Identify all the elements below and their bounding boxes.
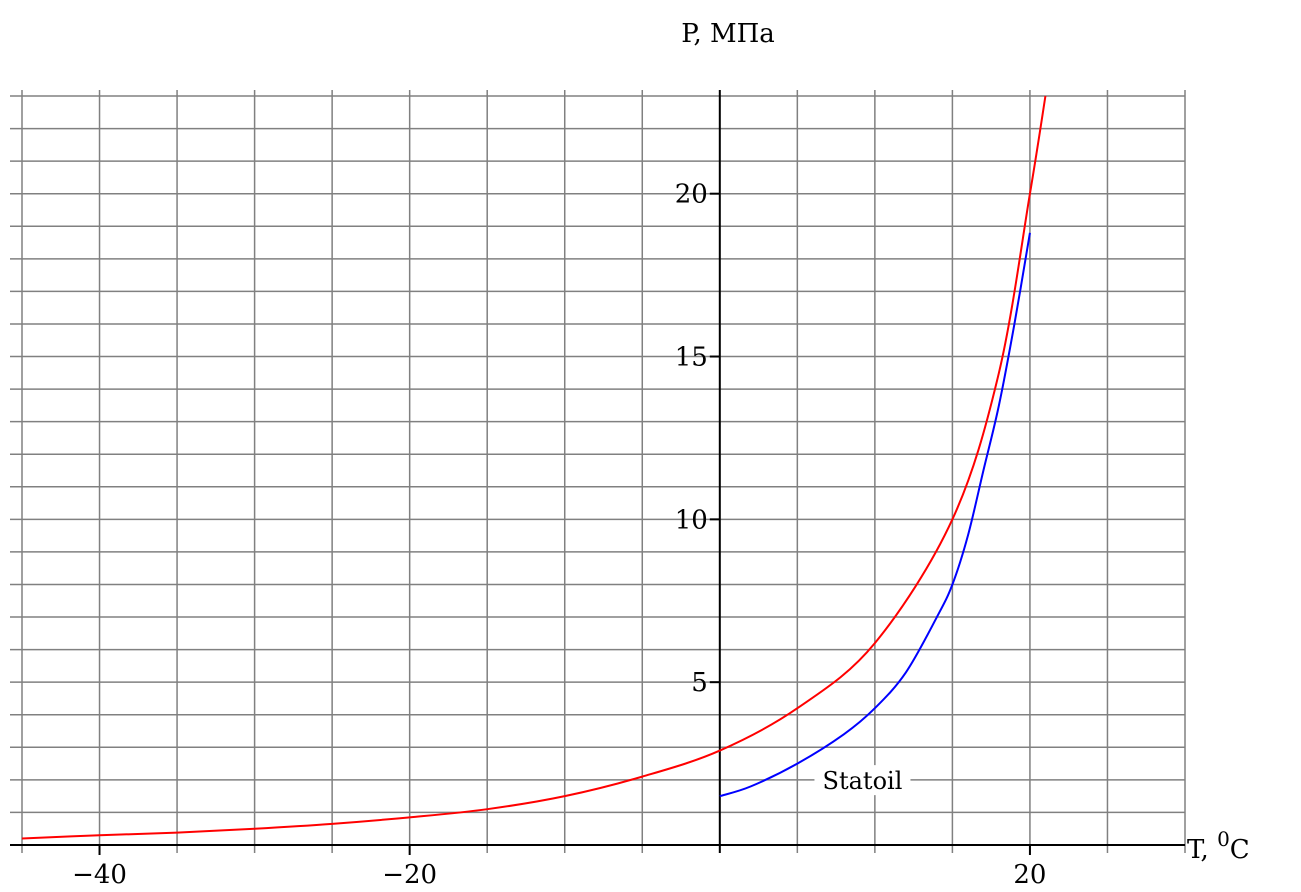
x-axis-title-text: T,: [1187, 835, 1217, 865]
annotation-statoil: Statoil: [823, 767, 903, 795]
y-axis-title: P, МПа: [681, 19, 775, 49]
x-axis-title-unit: C: [1230, 835, 1250, 865]
series-lines: [21, 95, 1047, 840]
tick-labels: −40 −20 20 5 10 15 20: [72, 180, 1046, 890]
y-tick-label: 15: [675, 343, 708, 373]
x-axis-title-superscript: 0: [1217, 827, 1230, 851]
x-axis-title: T, 0C: [1187, 827, 1250, 865]
y-tick-label: 5: [691, 668, 708, 698]
grid: [10, 90, 1186, 853]
series-line-statoil: [719, 232, 1031, 798]
x-tick-label: −20: [382, 860, 437, 890]
axes: [10, 90, 1185, 853]
x-tick-label: −40: [72, 860, 127, 890]
annotations: Statoil: [814, 765, 911, 796]
x-tick-label: 20: [1013, 860, 1046, 890]
annotation-background: [814, 765, 911, 796]
series-line-red: [21, 95, 1047, 840]
y-tick-label: 20: [675, 180, 708, 210]
y-tick-label: 10: [675, 505, 708, 535]
